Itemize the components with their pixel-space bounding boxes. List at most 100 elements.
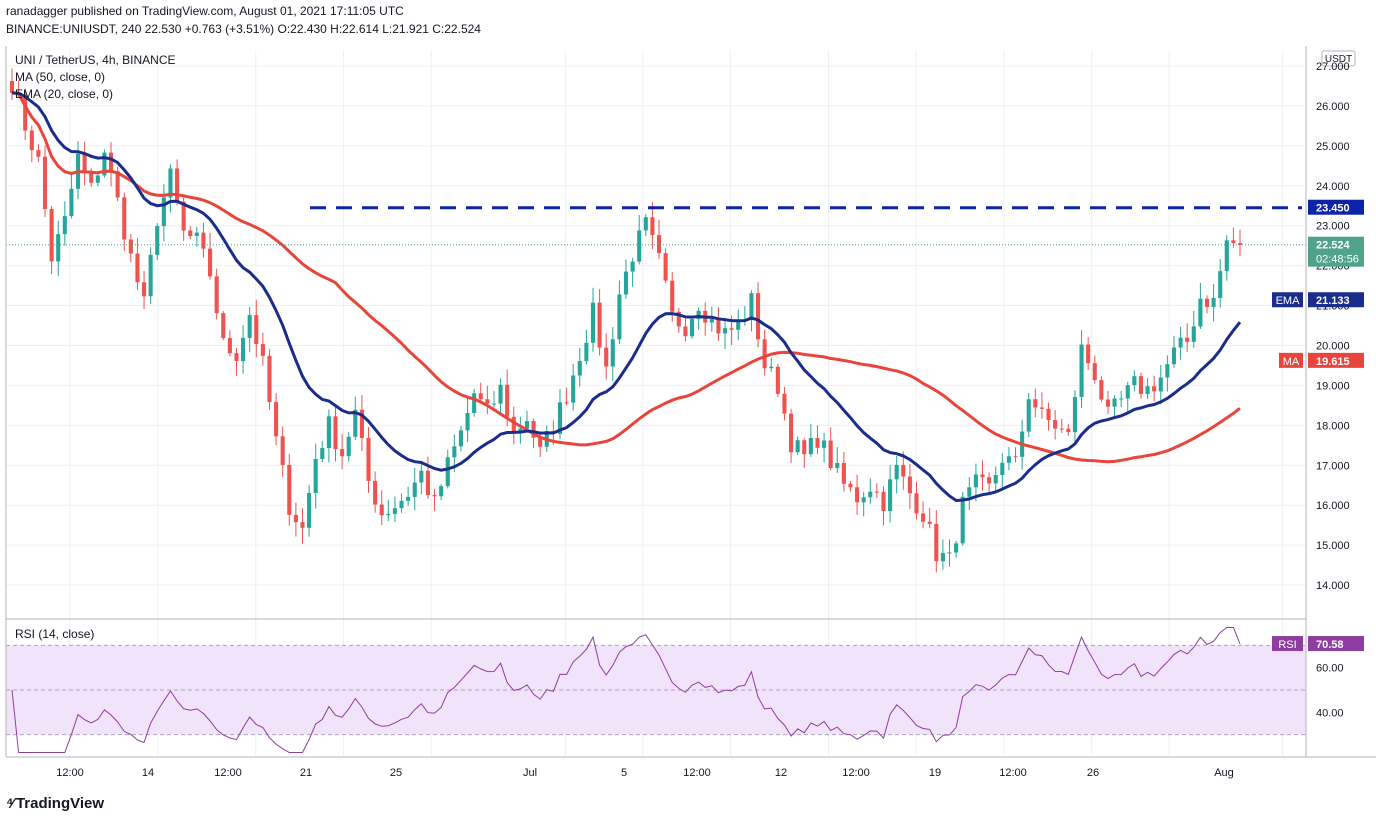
candle-body	[676, 311, 681, 327]
candle-body	[1026, 399, 1031, 432]
candle-body	[921, 513, 926, 522]
candle-body	[36, 150, 41, 157]
candle-body	[214, 276, 219, 314]
candle-body	[386, 513, 391, 516]
candle-body	[274, 402, 279, 437]
candle-body	[247, 315, 252, 338]
candle-body	[353, 409, 358, 437]
candle-body	[293, 514, 298, 523]
legend-rsi[interactable]: RSI (14, close)	[15, 627, 95, 641]
candle-body	[1013, 456, 1018, 458]
time-tick-label: 25	[390, 767, 402, 779]
candle-body	[1185, 337, 1190, 342]
publisher-line: ranadagger published on TradingView.com,…	[6, 4, 404, 18]
candle-body	[82, 153, 87, 171]
price-tick-label: 18.000	[1316, 420, 1350, 432]
candle-body	[1072, 397, 1077, 433]
candle-body	[1066, 428, 1071, 433]
candle-body	[155, 225, 160, 255]
candle-body	[637, 230, 642, 262]
axes: USDT	[5, 46, 1376, 758]
rsi-tick-label: 40.00	[1316, 707, 1344, 719]
candle-body	[1000, 462, 1005, 476]
candle-body	[1099, 380, 1104, 400]
candle-body	[227, 338, 232, 354]
rsi-axis-ticks[interactable]: 40.00 60.00	[1316, 663, 1344, 720]
price-tag-value: 22.524	[1316, 240, 1351, 252]
candle-body	[300, 522, 305, 528]
candle-body	[689, 319, 695, 337]
time-tick-label: Aug	[1214, 767, 1234, 779]
price-tick-label: 16.000	[1316, 500, 1350, 512]
candle-body	[122, 197, 127, 240]
legend-ema[interactable]: EMA (20, close, 0)	[15, 87, 114, 101]
price-tag-value: 70.58	[1316, 639, 1344, 651]
candle-body	[29, 130, 34, 151]
candle-body	[841, 462, 846, 484]
candle-body	[927, 521, 932, 524]
time-tick-label: 14	[142, 767, 154, 779]
tradingview-name: TradingView	[15, 795, 105, 812]
candle-body	[115, 171, 120, 198]
candle-body	[1178, 337, 1183, 348]
candle-body	[89, 170, 94, 183]
rsi-line	[11, 627, 1241, 753]
candle-body	[439, 486, 444, 497]
candle-body	[175, 168, 180, 202]
tradingview-logo[interactable]: ⁴⁄ TradingView	[6, 795, 104, 812]
candle-body	[56, 234, 61, 262]
price-tag-bg	[1308, 199, 1364, 215]
legend-ma[interactable]: MA (50, close, 0)	[15, 70, 106, 84]
candle-body	[128, 239, 133, 254]
candle-body	[736, 321, 741, 330]
candle-body	[775, 366, 780, 394]
candle-body	[623, 271, 629, 295]
time-axis-ticks[interactable]: 12:00 14 12:00 21 25 Jul 5 12:00 12 12:00 19 12:00 2…	[56, 767, 1234, 779]
candle-body	[709, 318, 714, 323]
time-tick-label: 12:00	[56, 767, 84, 779]
time-tick-label: 5	[621, 767, 627, 779]
price-tick-label: 27.000	[1316, 61, 1350, 73]
candle-body	[531, 421, 536, 438]
candle-body	[161, 197, 166, 226]
series-tag-name: RSI	[1278, 639, 1296, 651]
candle-body	[254, 315, 259, 344]
time-tick-label: 12:00	[683, 767, 711, 779]
ma-50-line	[11, 91, 1241, 464]
candle-body	[406, 496, 411, 501]
candle-body	[287, 464, 292, 515]
candle-body	[42, 156, 48, 209]
candle-body	[1006, 456, 1011, 463]
candle-body	[1092, 363, 1097, 381]
series-tag-bg	[1272, 292, 1303, 308]
candle-body	[557, 402, 563, 434]
unit-box	[1321, 50, 1356, 67]
candle-body	[201, 232, 206, 249]
candle-body	[610, 339, 615, 367]
candle-body	[313, 459, 318, 494]
price-tick-label: 14.000	[1316, 580, 1350, 592]
candle-body	[855, 487, 860, 503]
candle-body	[577, 361, 582, 376]
candle-body	[1165, 364, 1170, 378]
series-tag-bg	[1279, 352, 1303, 368]
candle-body	[1231, 240, 1236, 244]
series-tag-name: EMA	[1276, 295, 1301, 307]
candle-body	[934, 523, 939, 562]
candle-body	[729, 328, 734, 330]
candle-body	[1125, 385, 1130, 399]
candle-body	[432, 495, 437, 497]
candle-body	[69, 188, 74, 217]
chart-title[interactable]: UNI / TetherUS, 4h, BINANCE	[15, 53, 176, 67]
candle-body	[373, 480, 378, 505]
candle-body	[1158, 377, 1163, 392]
candle-body	[1171, 347, 1177, 365]
candle-body	[835, 462, 840, 469]
rsi-tick-label: 60.00	[1316, 663, 1344, 675]
candle-body	[1218, 271, 1223, 298]
price-axis-ticks[interactable]: 14.000 15.000 16.000 17.000 18.000 19.000 20.0…	[1316, 61, 1350, 592]
candle-body	[828, 440, 833, 469]
price-tick-label: 17.000	[1316, 460, 1350, 472]
price-tag-bg	[1308, 352, 1364, 368]
